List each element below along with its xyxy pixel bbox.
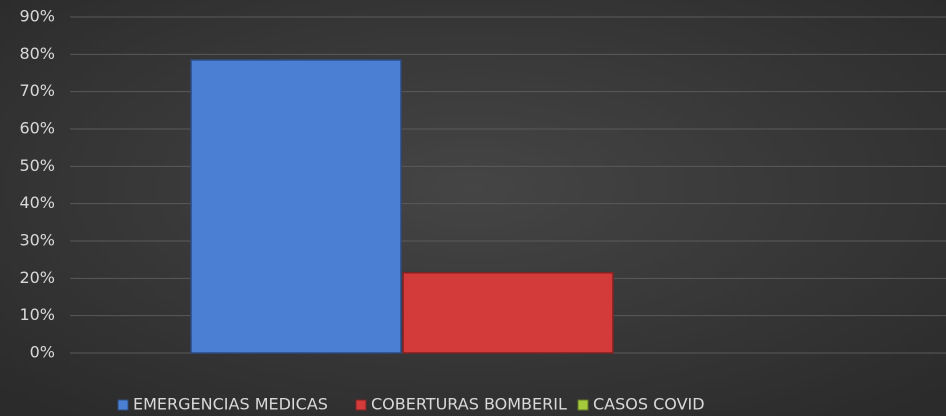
y-tick-label: 40% (19, 193, 55, 212)
bar (190, 59, 402, 354)
y-tick-label: 10% (19, 305, 55, 324)
y-tick-label: 0% (30, 343, 55, 362)
y-tick-label: 50% (19, 156, 55, 175)
legend-marker (355, 399, 367, 411)
legend-marker (577, 399, 589, 411)
y-tick-label: 90% (19, 7, 55, 26)
legend-label: CASOS COVID (593, 395, 705, 414)
y-tick-label: 80% (19, 44, 55, 63)
y-tick-label: 30% (19, 231, 55, 250)
y-tick-label: 20% (19, 268, 55, 287)
legend-label: EMERGENCIAS MEDICAS (133, 395, 328, 414)
y-tick-label: 60% (19, 119, 55, 138)
legend-marker (117, 399, 129, 411)
legend-label: COBERTURAS BOMBERIL (371, 395, 567, 414)
y-tick-label: 70% (19, 81, 55, 100)
bar (402, 271, 614, 354)
